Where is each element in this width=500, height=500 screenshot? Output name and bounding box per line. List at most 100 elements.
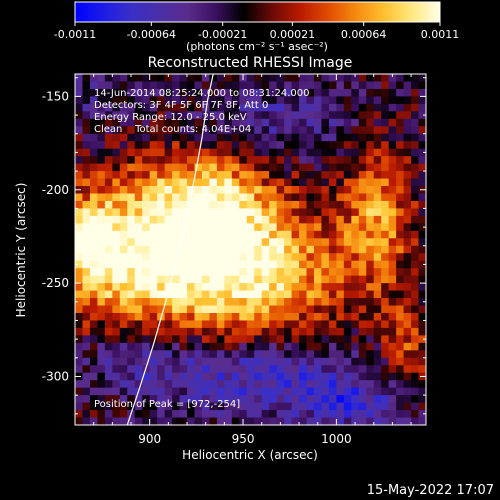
heatmap-cell <box>89 365 99 374</box>
heatmap-cell <box>284 223 293 232</box>
heatmap-cell <box>396 268 405 277</box>
heatmap-cell <box>239 335 248 344</box>
heatmap-cell <box>366 372 375 381</box>
heatmap-cell <box>224 103 233 112</box>
heatmap-cell <box>328 96 337 105</box>
heatmap-cell <box>306 141 315 150</box>
heatmap-cell <box>119 275 128 284</box>
heatmap-cell <box>261 342 270 351</box>
heatmap-cell <box>336 141 345 150</box>
heatmap-cell <box>75 312 84 322</box>
heatmap-cell <box>172 141 181 150</box>
heatmap-cell <box>75 245 84 254</box>
heatmap-cell <box>194 148 203 157</box>
heatmap-cell <box>112 156 121 165</box>
heatmap-cell <box>299 410 308 419</box>
heatmap-cell <box>396 126 405 135</box>
heatmap-cell <box>164 126 173 135</box>
heatmap-cell <box>381 253 390 262</box>
heatmap-cell <box>201 238 211 247</box>
heatmap-cell <box>149 171 158 180</box>
heatmap-cell <box>149 350 158 359</box>
heatmap-cell <box>418 268 426 277</box>
heatmap-cell <box>381 193 390 202</box>
heatmap-cell <box>82 342 91 351</box>
heatmap-cell <box>112 260 121 269</box>
heatmap-cell <box>381 126 390 135</box>
heatmap-cell <box>388 186 397 195</box>
heatmap-cell <box>142 178 151 187</box>
heatmap-cell <box>343 238 352 247</box>
heatmap-cell <box>119 410 128 419</box>
heatmap-cell <box>306 357 315 366</box>
heatmap-cell <box>321 141 330 150</box>
heatmap-cell <box>299 320 308 329</box>
heatmap-cell <box>231 141 240 150</box>
heatmap-cell <box>381 395 390 404</box>
heatmap-cell <box>97 305 106 314</box>
heatmap-cell <box>89 208 99 217</box>
heatmap-cell <box>299 96 308 105</box>
heatmap-cell <box>246 178 255 187</box>
heatmap-cell <box>164 372 173 381</box>
heatmap-cell <box>343 200 352 210</box>
heatmap-cell <box>187 253 196 262</box>
heatmap-cell <box>306 81 315 90</box>
heatmap-cell <box>119 298 128 307</box>
heatmap-cell <box>104 410 113 419</box>
heatmap-cell <box>142 320 151 329</box>
heatmap-cell <box>142 410 151 419</box>
heatmap-cell <box>157 126 166 135</box>
heatmap-cell <box>351 141 360 150</box>
heatmap-cell <box>172 88 181 98</box>
heatmap-cell <box>112 81 121 90</box>
heatmap-cell <box>119 260 128 269</box>
heatmap-cell <box>224 133 233 142</box>
heatmap-cell <box>187 156 196 165</box>
heatmap-cell <box>179 238 188 247</box>
heatmap-cell <box>97 133 106 142</box>
heatmap-cell <box>396 245 405 254</box>
heatmap-cell <box>246 290 255 299</box>
heatmap-cell <box>418 402 426 411</box>
heatmap-cell <box>411 283 420 292</box>
heatmap-cell <box>351 365 360 374</box>
heatmap-cell <box>328 410 337 419</box>
heatmap-cell <box>112 171 121 180</box>
heatmap-cell <box>157 305 166 314</box>
heatmap-cell <box>313 156 323 165</box>
heatmap-cell <box>373 133 382 142</box>
heatmap-cell <box>276 357 285 366</box>
heatmap-cell <box>381 96 390 105</box>
heatmap-cell <box>194 163 203 172</box>
heatmap-cell <box>403 350 412 359</box>
heatmap-cell <box>231 335 240 344</box>
plot-frame <box>74 73 427 426</box>
heatmap-cell <box>187 335 196 344</box>
heatmap-cell <box>366 133 375 142</box>
heatmap-cell <box>291 238 300 247</box>
heatmap-cell <box>358 283 367 292</box>
heatmap-cell <box>216 402 225 411</box>
heatmap-cell <box>299 380 308 389</box>
heatmap-cell <box>179 81 188 90</box>
heatmap-cell <box>179 111 188 120</box>
heatmap-cell <box>381 230 390 239</box>
heatmap-cell <box>209 193 218 202</box>
heatmap-cell <box>261 208 270 217</box>
heatmap-cell <box>396 283 405 292</box>
heatmap-cell <box>343 111 352 120</box>
heatmap-cell <box>201 275 211 284</box>
heatmap-cell <box>284 402 293 411</box>
heatmap-cell <box>358 260 367 269</box>
heatmap-cell <box>75 298 84 307</box>
heatmap-cell <box>142 268 151 277</box>
heatmap-cell <box>119 111 128 120</box>
heatmap-cell <box>231 395 240 404</box>
heatmap-cell <box>261 357 270 366</box>
heatmap-cell <box>358 230 367 239</box>
heatmap-cell <box>134 245 143 254</box>
heatmap-cell <box>343 290 352 299</box>
heatmap-cell <box>328 178 337 187</box>
heatmap-cell <box>231 178 240 187</box>
